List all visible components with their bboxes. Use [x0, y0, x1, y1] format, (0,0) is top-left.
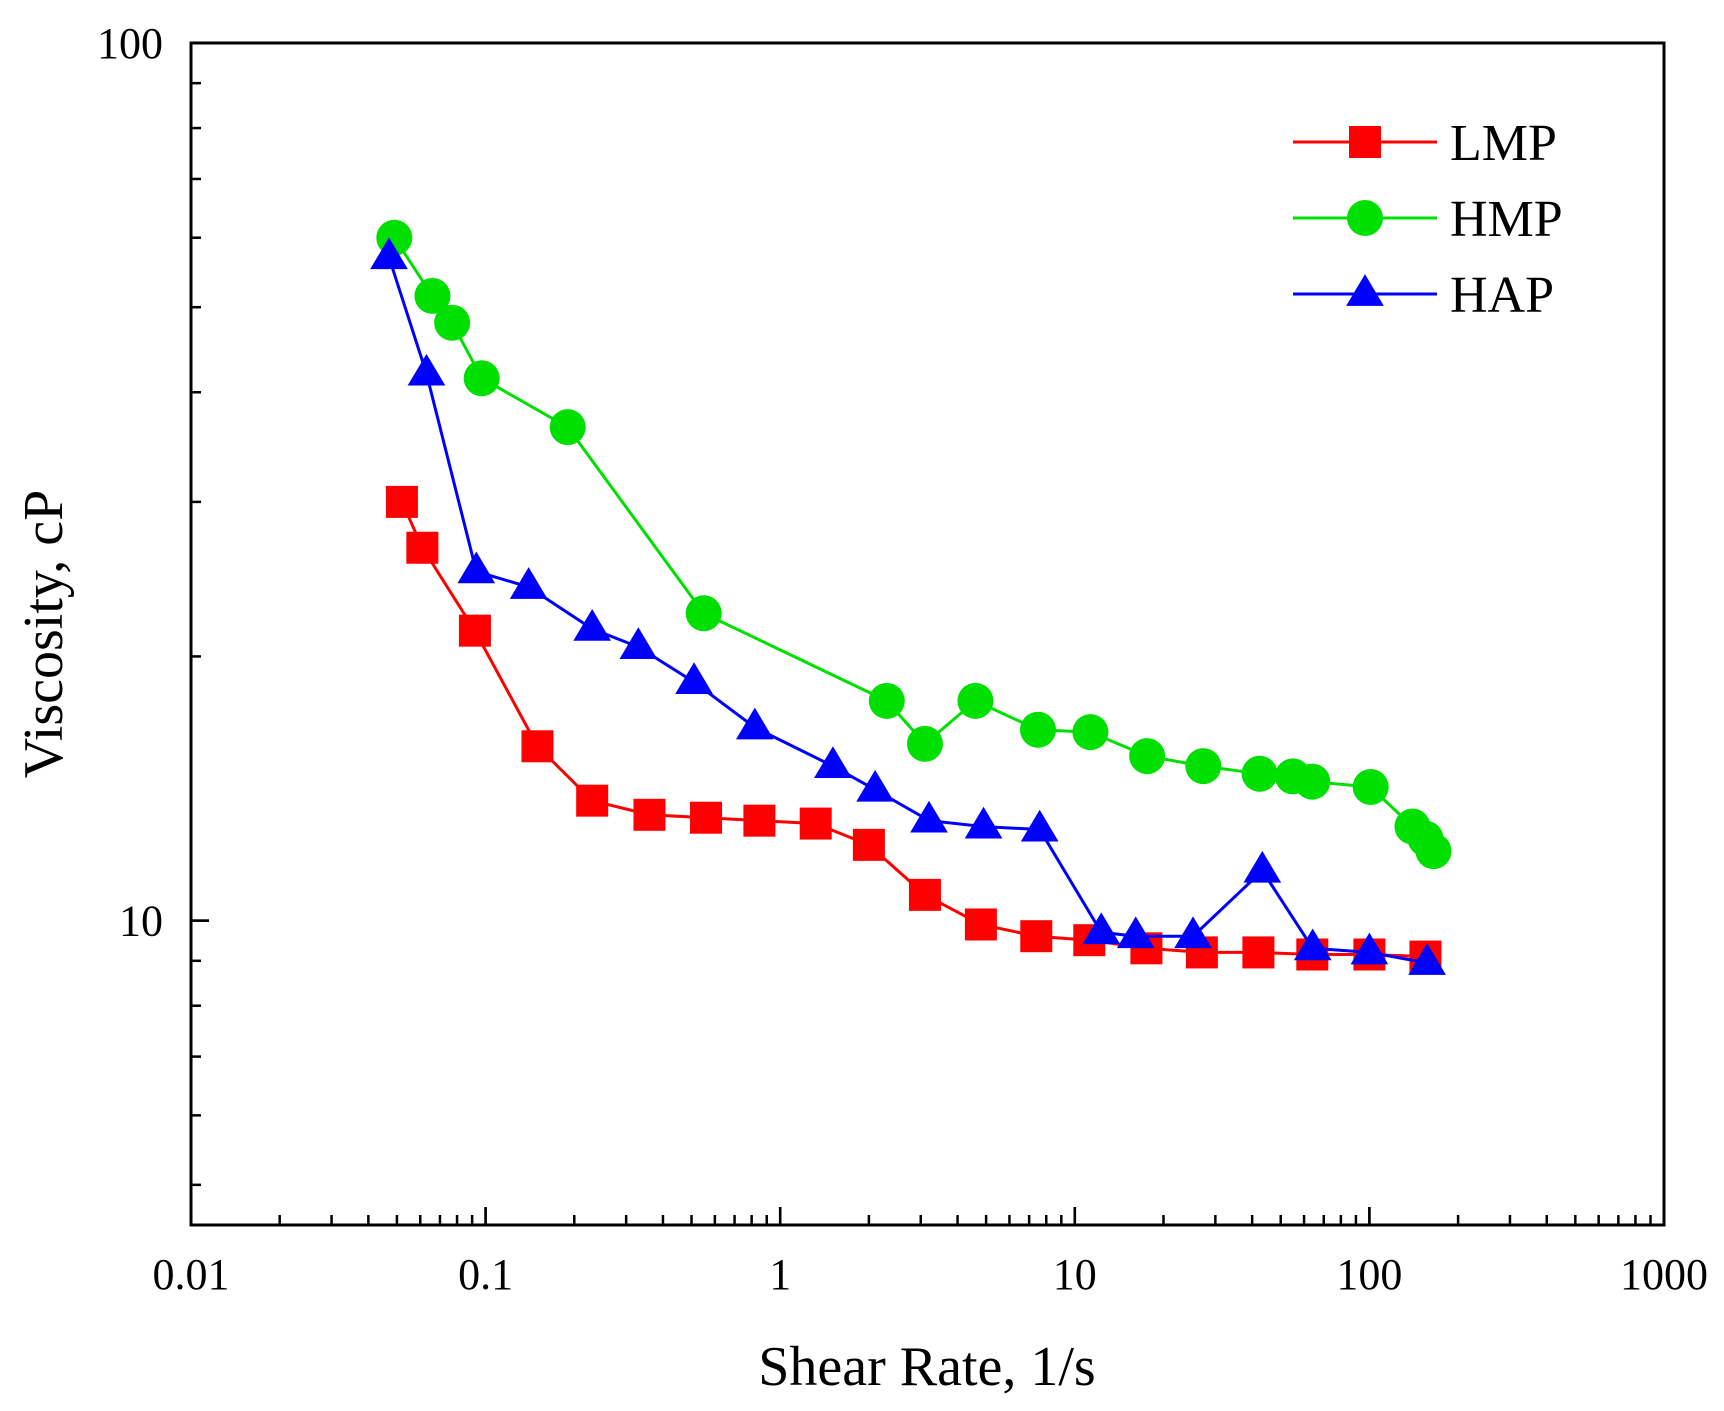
y-axis-title: Viscosity, cP [13, 490, 75, 779]
data-point [856, 769, 894, 802]
series-line [387, 256, 1428, 965]
legend-label: LMP [1450, 115, 1557, 172]
data-point [521, 730, 554, 763]
data-point [1294, 763, 1331, 800]
data-point [1415, 833, 1452, 870]
data-point [509, 567, 548, 599]
data-point [619, 627, 658, 659]
data-point [1352, 768, 1389, 805]
data-point [964, 806, 1003, 839]
data-point [1020, 809, 1059, 842]
data-point [735, 707, 774, 740]
y-tick-label: 100 [97, 19, 163, 68]
data-point [1072, 714, 1109, 751]
data-point [1350, 932, 1389, 965]
data-point [906, 725, 943, 762]
x-tick-label: 1 [769, 1250, 791, 1299]
legend-marker [1346, 274, 1384, 306]
x-axis: 0.01 0.1 1 10 100 1000 [153, 1207, 1708, 1299]
data-point [414, 277, 451, 314]
data-point [407, 353, 446, 386]
data-point [458, 614, 491, 647]
data-point [1185, 748, 1222, 785]
x-axis-title: Shear Rate, 1/s [758, 1336, 1095, 1398]
data-point [549, 409, 586, 446]
data-point [463, 360, 500, 397]
x-tick-label: 10 [1053, 1250, 1097, 1299]
data-point [1019, 711, 1056, 748]
legend-item-hap: HAP [1293, 267, 1554, 324]
data-point [457, 551, 496, 584]
data-point [385, 485, 418, 518]
data-point [675, 662, 713, 694]
x-tick-label: 1000 [1620, 1250, 1708, 1299]
data-point [1408, 943, 1446, 975]
data-point [1293, 928, 1332, 961]
data-point [690, 801, 723, 834]
data-point [868, 682, 905, 719]
data-point [910, 800, 948, 833]
data-point [957, 682, 994, 719]
x-tick-label: 0.1 [458, 1250, 513, 1299]
data-point [852, 828, 885, 861]
data-point [964, 908, 997, 941]
data-point [1242, 936, 1275, 969]
data-point [1020, 920, 1053, 953]
y-tick-label: 10 [119, 897, 163, 946]
data-point [406, 531, 439, 564]
data-point [573, 609, 612, 641]
legend-item-lmp: LMP [1293, 115, 1557, 172]
plot-frame [189, 41, 1666, 1227]
legend-label: HMP [1450, 191, 1563, 248]
data-point [685, 595, 722, 632]
data-point [1129, 738, 1166, 775]
legend-marker [1347, 200, 1383, 236]
legend: LMP HMP HAP [1293, 115, 1563, 324]
data-point [576, 784, 609, 817]
data-point [1082, 912, 1121, 945]
data-point [743, 804, 776, 837]
data-point [1116, 916, 1155, 949]
legend-item-hmp: HMP [1293, 191, 1563, 248]
legend-marker [1349, 126, 1381, 158]
series-hap [370, 237, 1446, 975]
data-point [814, 746, 852, 779]
series-layer [370, 219, 1452, 975]
data-point [434, 304, 471, 341]
x-tick-label: 100 [1336, 1250, 1402, 1299]
y-axis: 10 100 [97, 19, 209, 1187]
data-point [1174, 916, 1212, 949]
legend-label: HAP [1450, 267, 1554, 324]
series-hmp [376, 219, 1452, 870]
data-point [370, 237, 408, 270]
data-point [1241, 755, 1278, 792]
data-point [799, 807, 832, 840]
data-point [908, 878, 941, 911]
x-tick-label: 0.01 [153, 1250, 230, 1299]
data-point [633, 798, 666, 831]
data-point [1243, 850, 1282, 883]
